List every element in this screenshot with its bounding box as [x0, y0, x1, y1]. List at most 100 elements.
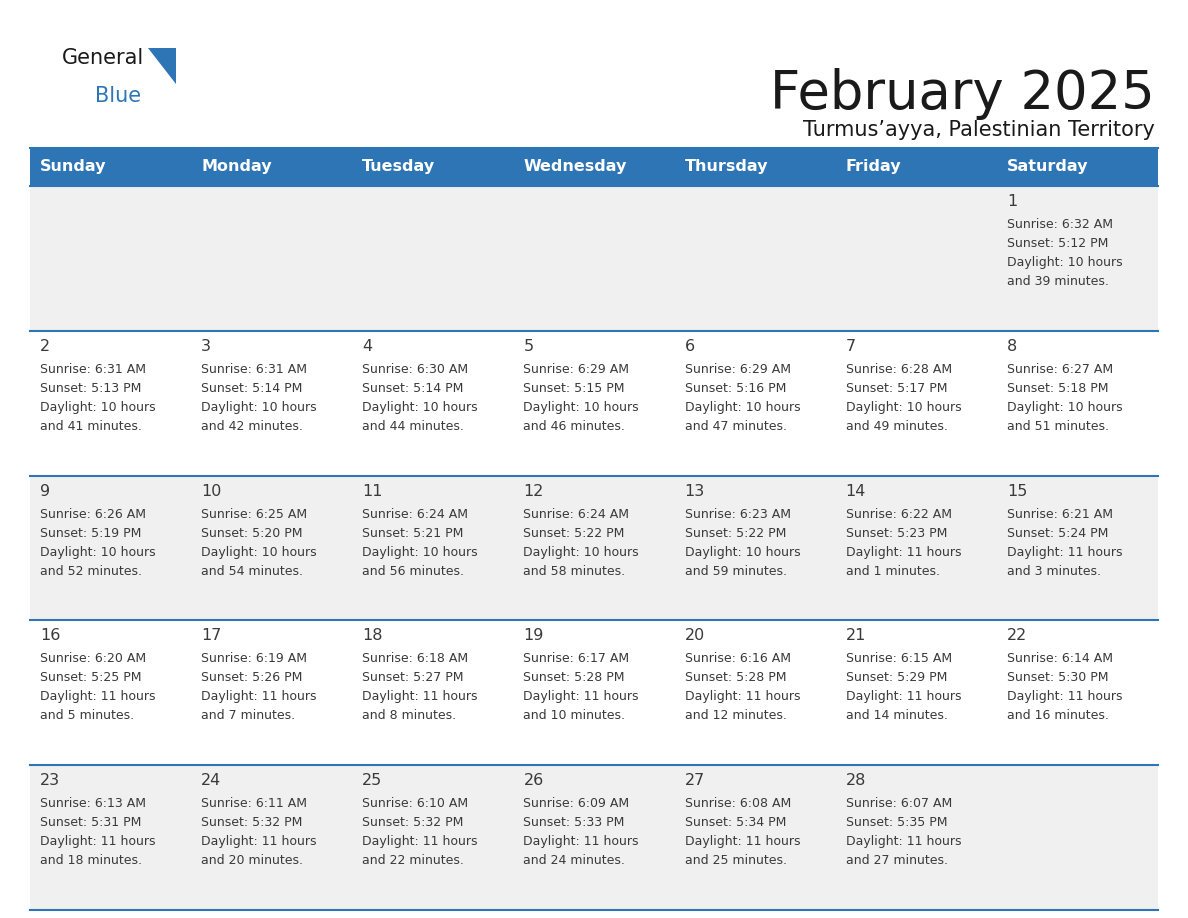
- Text: and 18 minutes.: and 18 minutes.: [40, 855, 143, 868]
- Text: Sunrise: 6:31 AM: Sunrise: 6:31 AM: [40, 363, 146, 375]
- Text: 14: 14: [846, 484, 866, 498]
- Text: Sunrise: 6:10 AM: Sunrise: 6:10 AM: [362, 797, 468, 811]
- Bar: [30, 766, 1158, 910]
- Text: Daylight: 11 hours: Daylight: 11 hours: [362, 835, 478, 848]
- Text: and 51 minutes.: and 51 minutes.: [1007, 420, 1108, 432]
- Text: Daylight: 11 hours: Daylight: 11 hours: [684, 835, 800, 848]
- Text: Sunset: 5:12 PM: Sunset: 5:12 PM: [1007, 237, 1108, 250]
- Text: 8: 8: [1007, 339, 1017, 353]
- Text: 11: 11: [362, 484, 383, 498]
- Text: 23: 23: [40, 773, 61, 789]
- Bar: [30, 476, 1158, 621]
- Text: Sunset: 5:24 PM: Sunset: 5:24 PM: [1007, 527, 1108, 540]
- Text: Daylight: 11 hours: Daylight: 11 hours: [846, 545, 961, 558]
- Text: 9: 9: [40, 484, 50, 498]
- Text: Daylight: 10 hours: Daylight: 10 hours: [846, 401, 961, 414]
- Text: Sunset: 5:19 PM: Sunset: 5:19 PM: [40, 527, 141, 540]
- Text: Daylight: 10 hours: Daylight: 10 hours: [1007, 256, 1123, 269]
- Bar: [30, 148, 1158, 186]
- Text: Friday: Friday: [846, 160, 902, 174]
- Bar: [30, 621, 1158, 766]
- Text: Sunset: 5:25 PM: Sunset: 5:25 PM: [40, 671, 141, 685]
- Text: Daylight: 10 hours: Daylight: 10 hours: [524, 545, 639, 558]
- Text: Daylight: 11 hours: Daylight: 11 hours: [846, 835, 961, 848]
- Text: 6: 6: [684, 339, 695, 353]
- Text: Sunrise: 6:22 AM: Sunrise: 6:22 AM: [846, 508, 952, 521]
- Text: Daylight: 11 hours: Daylight: 11 hours: [40, 835, 156, 848]
- Text: 17: 17: [201, 629, 221, 644]
- Text: Tuesday: Tuesday: [362, 160, 436, 174]
- Text: and 14 minutes.: and 14 minutes.: [846, 710, 948, 722]
- Text: and 56 minutes.: and 56 minutes.: [362, 565, 465, 577]
- Text: Daylight: 11 hours: Daylight: 11 hours: [362, 690, 478, 703]
- Text: Sunrise: 6:08 AM: Sunrise: 6:08 AM: [684, 797, 791, 811]
- Text: Daylight: 11 hours: Daylight: 11 hours: [201, 835, 317, 848]
- Text: Sunrise: 6:07 AM: Sunrise: 6:07 AM: [846, 797, 952, 811]
- Text: Sunset: 5:32 PM: Sunset: 5:32 PM: [201, 816, 303, 829]
- Text: and 22 minutes.: and 22 minutes.: [362, 855, 465, 868]
- Text: and 20 minutes.: and 20 minutes.: [201, 855, 303, 868]
- Text: Wednesday: Wednesday: [524, 160, 627, 174]
- Text: 26: 26: [524, 773, 544, 789]
- Text: and 46 minutes.: and 46 minutes.: [524, 420, 625, 432]
- Text: and 7 minutes.: and 7 minutes.: [201, 710, 296, 722]
- Bar: [30, 330, 1158, 476]
- Bar: [30, 186, 1158, 330]
- Text: and 58 minutes.: and 58 minutes.: [524, 565, 626, 577]
- Text: and 42 minutes.: and 42 minutes.: [201, 420, 303, 432]
- Text: Sunset: 5:15 PM: Sunset: 5:15 PM: [524, 382, 625, 395]
- Text: Sunset: 5:21 PM: Sunset: 5:21 PM: [362, 527, 463, 540]
- Text: Sunset: 5:14 PM: Sunset: 5:14 PM: [362, 382, 463, 395]
- Text: Daylight: 11 hours: Daylight: 11 hours: [1007, 545, 1123, 558]
- Text: Sunrise: 6:16 AM: Sunrise: 6:16 AM: [684, 653, 790, 666]
- Text: Sunrise: 6:30 AM: Sunrise: 6:30 AM: [362, 363, 468, 375]
- Text: Sunset: 5:16 PM: Sunset: 5:16 PM: [684, 382, 786, 395]
- Text: Sunrise: 6:25 AM: Sunrise: 6:25 AM: [201, 508, 308, 521]
- Text: Daylight: 10 hours: Daylight: 10 hours: [362, 545, 478, 558]
- Text: 25: 25: [362, 773, 383, 789]
- Text: Daylight: 10 hours: Daylight: 10 hours: [684, 545, 801, 558]
- Text: Sunset: 5:17 PM: Sunset: 5:17 PM: [846, 382, 947, 395]
- Text: and 12 minutes.: and 12 minutes.: [684, 710, 786, 722]
- Text: Daylight: 11 hours: Daylight: 11 hours: [40, 690, 156, 703]
- Text: Sunset: 5:28 PM: Sunset: 5:28 PM: [684, 671, 786, 685]
- Text: and 27 minutes.: and 27 minutes.: [846, 855, 948, 868]
- Text: Daylight: 10 hours: Daylight: 10 hours: [1007, 401, 1123, 414]
- Text: 1: 1: [1007, 194, 1017, 209]
- Text: Sunrise: 6:24 AM: Sunrise: 6:24 AM: [524, 508, 630, 521]
- Text: Sunrise: 6:28 AM: Sunrise: 6:28 AM: [846, 363, 952, 375]
- Text: 7: 7: [846, 339, 855, 353]
- Text: Sunset: 5:32 PM: Sunset: 5:32 PM: [362, 816, 463, 829]
- Text: 16: 16: [40, 629, 61, 644]
- Text: 22: 22: [1007, 629, 1028, 644]
- Text: 19: 19: [524, 629, 544, 644]
- Text: 13: 13: [684, 484, 704, 498]
- Text: Sunrise: 6:24 AM: Sunrise: 6:24 AM: [362, 508, 468, 521]
- Text: Daylight: 10 hours: Daylight: 10 hours: [40, 545, 156, 558]
- Text: and 44 minutes.: and 44 minutes.: [362, 420, 465, 432]
- Text: Monday: Monday: [201, 160, 272, 174]
- Text: Daylight: 10 hours: Daylight: 10 hours: [684, 401, 801, 414]
- Text: Sunrise: 6:20 AM: Sunrise: 6:20 AM: [40, 653, 146, 666]
- Text: Daylight: 10 hours: Daylight: 10 hours: [524, 401, 639, 414]
- Text: Daylight: 11 hours: Daylight: 11 hours: [846, 690, 961, 703]
- Text: Daylight: 10 hours: Daylight: 10 hours: [362, 401, 478, 414]
- Text: Daylight: 11 hours: Daylight: 11 hours: [524, 835, 639, 848]
- Text: Sunset: 5:29 PM: Sunset: 5:29 PM: [846, 671, 947, 685]
- Text: 2: 2: [40, 339, 50, 353]
- Text: Sunrise: 6:31 AM: Sunrise: 6:31 AM: [201, 363, 308, 375]
- Text: Sunrise: 6:27 AM: Sunrise: 6:27 AM: [1007, 363, 1113, 375]
- Text: and 1 minutes.: and 1 minutes.: [846, 565, 940, 577]
- Text: 4: 4: [362, 339, 372, 353]
- Text: Daylight: 11 hours: Daylight: 11 hours: [201, 690, 317, 703]
- Text: Sunset: 5:28 PM: Sunset: 5:28 PM: [524, 671, 625, 685]
- Text: Sunset: 5:27 PM: Sunset: 5:27 PM: [362, 671, 463, 685]
- Text: Daylight: 11 hours: Daylight: 11 hours: [684, 690, 800, 703]
- Text: Sunrise: 6:17 AM: Sunrise: 6:17 AM: [524, 653, 630, 666]
- Text: Sunday: Sunday: [40, 160, 107, 174]
- Text: Sunset: 5:31 PM: Sunset: 5:31 PM: [40, 816, 141, 829]
- Text: Blue: Blue: [95, 86, 141, 106]
- Text: and 24 minutes.: and 24 minutes.: [524, 855, 625, 868]
- Text: Daylight: 10 hours: Daylight: 10 hours: [40, 401, 156, 414]
- Text: Sunrise: 6:21 AM: Sunrise: 6:21 AM: [1007, 508, 1113, 521]
